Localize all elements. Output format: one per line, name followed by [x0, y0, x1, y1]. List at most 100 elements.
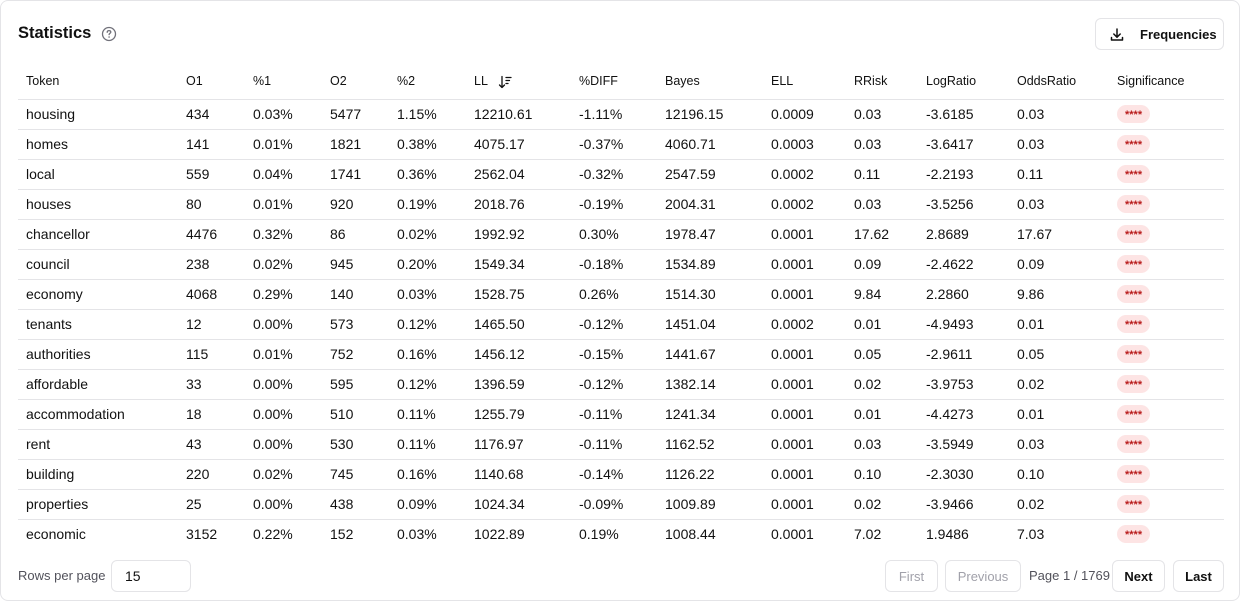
cell-bayes: 4060.71 — [657, 129, 763, 160]
cell-logratio: -2.2193 — [918, 159, 1009, 190]
column-header-pct1[interactable]: %1 — [245, 64, 322, 100]
cell-pct1: 0.02% — [245, 249, 322, 280]
column-header-ell[interactable]: ELL — [763, 64, 846, 100]
cell-rrisk: 0.03 — [846, 129, 918, 160]
cell-o2: 1741 — [322, 159, 389, 190]
cell-bayes: 1008.44 — [665, 526, 716, 543]
question-circle-icon[interactable] — [101, 26, 117, 42]
table-row[interactable]: building 220 0.02% 745 0.16% 1140.68 -0.14% 112… — [18, 459, 1224, 490]
cell-rrisk: 0.02 — [846, 369, 918, 400]
cell-pctdiff: -0.11% — [571, 399, 657, 430]
cell-logratio: -2.4622 — [918, 249, 1009, 280]
cell-ll: 1396.59 — [466, 369, 571, 400]
cell-pct2: 0.20% — [389, 249, 466, 280]
cell-o2: 920 — [322, 189, 389, 220]
cell-rrisk: 0.11 — [846, 159, 918, 190]
next-page-button[interactable]: Next — [1112, 560, 1165, 592]
cell-pct2: 0.12% — [389, 309, 466, 340]
table-row[interactable]: chancellor 4476 0.32% 86 0.02% 1992.92 0.30% 19… — [18, 219, 1224, 250]
significance-badge: **** — [1117, 495, 1151, 513]
table-row[interactable]: economy 4068 0.29% 140 0.03% 1528.75 0.26% 1514… — [18, 279, 1224, 310]
column-header-significance[interactable]: Significance — [1109, 64, 1224, 100]
table-row[interactable]: tenants 12 0.00% 573 0.12% 1465.50 -0.12% 1451.… — [18, 309, 1224, 340]
column-header-pct2[interactable]: %2 — [389, 64, 466, 100]
cell-significance: **** — [1109, 369, 1224, 400]
table-row[interactable]: homes 141 0.01% 1821 0.38% 4075.17 -0.37% 4060.… — [18, 129, 1224, 160]
cell-token: chancellor — [18, 219, 178, 250]
table-row[interactable]: affordable 33 0.00% 595 0.12% 1396.59 -0.12% 13… — [18, 369, 1224, 400]
cell-rrisk: 0.03 — [846, 429, 918, 460]
column-header-rrisk[interactable]: RRisk — [846, 64, 918, 100]
significance-badge: **** — [1117, 315, 1151, 333]
cell-ell: 0.0001 — [763, 429, 846, 460]
cell-token: economic — [26, 526, 86, 543]
significance-badge: **** — [1117, 345, 1151, 363]
cell-oddsratio: 0.01 — [1009, 399, 1109, 430]
previous-page-button[interactable]: Previous — [945, 560, 1021, 592]
download-icon — [1110, 28, 1124, 41]
cell-token: economy — [18, 279, 178, 310]
cell-ell: 0.0001 — [763, 489, 846, 520]
significance-badge: **** — [1117, 405, 1151, 423]
column-header-bayes[interactable]: Bayes — [657, 64, 763, 100]
cell-significance: **** — [1109, 159, 1224, 190]
cell-ll: 1465.50 — [466, 309, 571, 340]
table-row[interactable]: rent 43 0.00% 530 0.11% 1176.97 -0.11% 1162.52 0… — [18, 429, 1224, 460]
column-header-token[interactable]: Token — [18, 64, 178, 100]
cell-o1: 4068 — [178, 279, 245, 310]
sort-descending-icon[interactable] — [498, 75, 512, 89]
cell-significance: **** — [1109, 339, 1224, 370]
cell-significance: **** — [1109, 519, 1224, 549]
cell-rrisk: 0.01 — [846, 399, 918, 430]
column-header-ll[interactable]: LL — [466, 64, 571, 100]
first-page-button[interactable]: First — [885, 560, 938, 592]
cell-logratio: 2.8689 — [918, 219, 1009, 250]
cell-oddsratio: 9.86 — [1009, 279, 1109, 310]
cell-token: rent — [18, 429, 178, 460]
table-row[interactable]: council 238 0.02% 945 0.20% 1549.34 -0.18% 1534… — [18, 249, 1224, 280]
table-row[interactable]: houses 80 0.01% 920 0.19% 2018.76 -0.19% 2004.3… — [18, 189, 1224, 220]
cell-o1: 25 — [178, 489, 245, 520]
cell-ll: 1022.89 — [474, 526, 525, 543]
cell-significance: **** — [1109, 219, 1224, 250]
cell-ll: 2018.76 — [466, 189, 571, 220]
cell-o1: 18 — [178, 399, 245, 430]
page-indicator: Page 1 / 1769 — [1029, 568, 1110, 583]
cell-pctdiff: -0.14% — [571, 459, 657, 490]
cell-bayes: 1126.22 — [657, 459, 763, 490]
column-header-o2[interactable]: O2 — [322, 64, 389, 100]
cell-pct1: 0.00% — [245, 309, 322, 340]
cell-o1: 434 — [178, 99, 245, 130]
cell-o2: 438 — [322, 489, 389, 520]
cell-pct1: 0.01% — [245, 129, 322, 160]
column-header-ll-label: LL — [474, 73, 488, 88]
cell-pct1: 0.29% — [245, 279, 322, 310]
cell-pct1: 0.32% — [245, 219, 322, 250]
table-row[interactable]: housing 434 0.03% 5477 1.15% 12210.61 -1.11% 12… — [18, 99, 1224, 130]
table-row[interactable]: local 559 0.04% 1741 0.36% 2562.04 -0.32% 2547.… — [18, 159, 1224, 190]
cell-ell: 0.0001 — [771, 526, 814, 543]
column-header-logratio[interactable]: LogRatio — [918, 64, 1009, 100]
last-page-button[interactable]: Last — [1173, 560, 1224, 592]
cell-o2: 510 — [322, 399, 389, 430]
cell-pct1: 0.00% — [245, 489, 322, 520]
column-header-o1[interactable]: O1 — [178, 64, 245, 100]
column-header-oddsratio[interactable]: OddsRatio — [1009, 64, 1109, 100]
cell-pct2: 0.16% — [389, 459, 466, 490]
cell-significance: **** — [1109, 459, 1224, 490]
table-row[interactable]: economic 3152 0.22% 152 0.03% 1022.89 0.19% 100… — [18, 519, 1224, 549]
cell-token: housing — [18, 99, 178, 130]
cell-ll: 1456.12 — [466, 339, 571, 370]
cell-rrisk: 9.84 — [846, 279, 918, 310]
cell-ll: 4075.17 — [466, 129, 571, 160]
significance-badge: **** — [1117, 165, 1151, 183]
significance-badge: **** — [1117, 285, 1151, 303]
column-header-pctdiff[interactable]: %DIFF — [571, 64, 657, 100]
table-row[interactable]: properties 25 0.00% 438 0.09% 1024.34 -0.09% 10… — [18, 489, 1224, 520]
table-row[interactable]: accommodation 18 0.00% 510 0.11% 1255.79 -0.11… — [18, 399, 1224, 430]
rows-per-page-input[interactable] — [111, 560, 191, 592]
cell-token: tenants — [18, 309, 178, 340]
table-row[interactable]: authorities 115 0.01% 752 0.16% 1456.12 -0.15%… — [18, 339, 1224, 370]
cell-pct1: 0.00% — [245, 399, 322, 430]
frequencies-button[interactable]: Frequencies — [1095, 18, 1224, 50]
